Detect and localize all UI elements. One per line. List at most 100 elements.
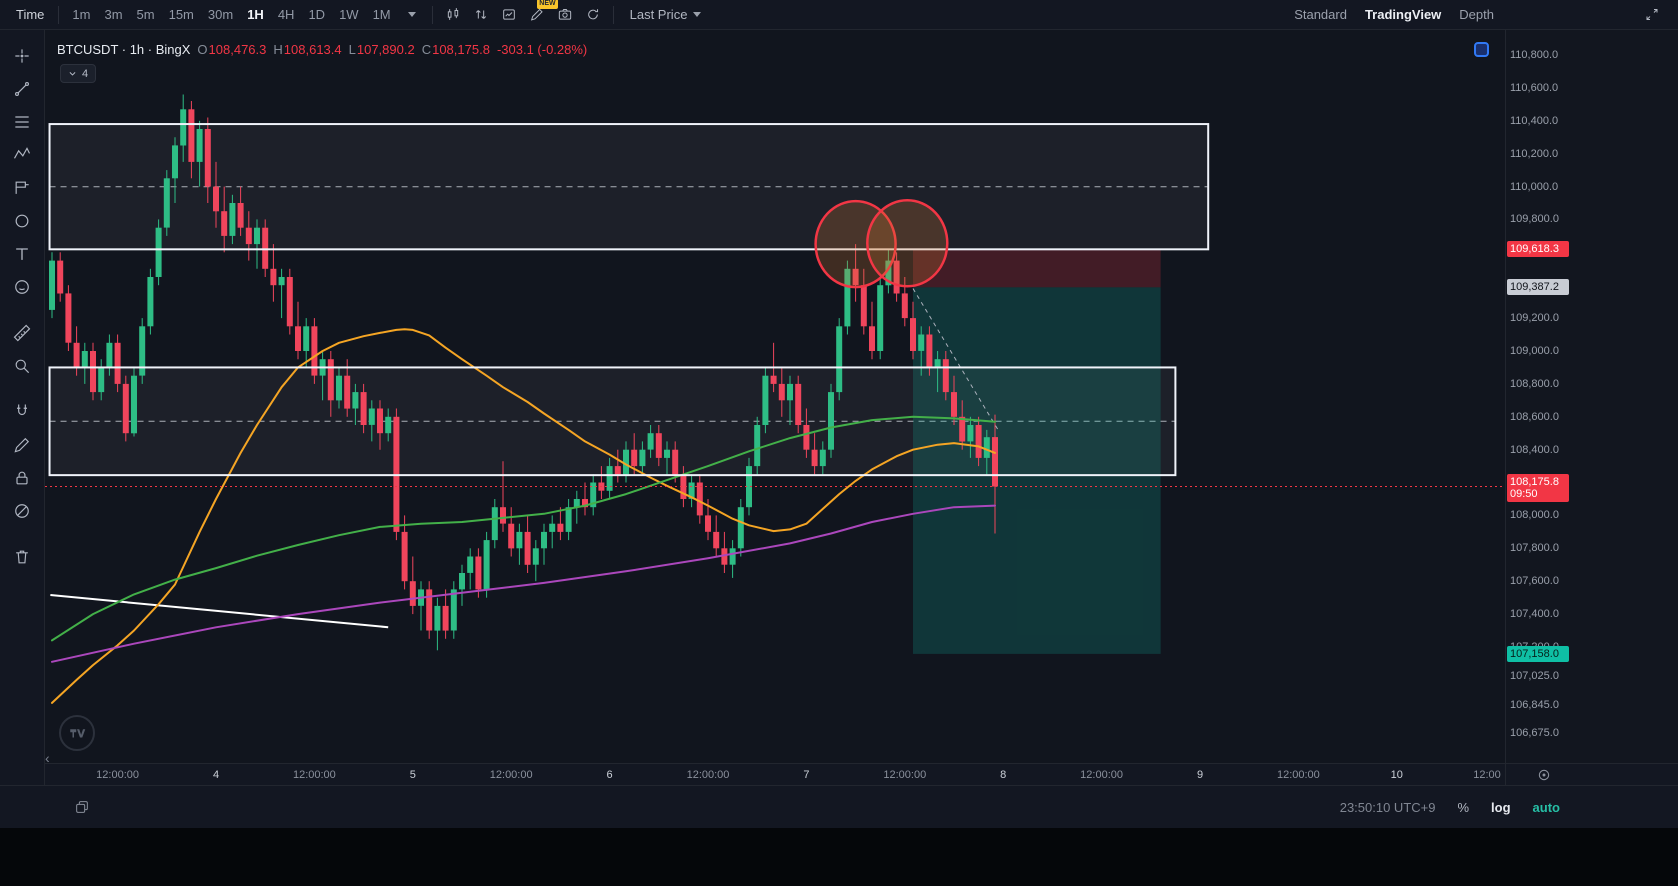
ohlc-H: H108,613.4 — [273, 42, 342, 57]
price-change: -303.1 (-0.28%) — [496, 42, 588, 57]
y-axis-label: 110,400.0 — [1510, 114, 1559, 127]
supply-zone-border[interactable] — [48, 123, 1210, 251]
y-axis-label: 107,600.0 — [1510, 575, 1559, 588]
topbar-right-group: Standard TradingView Depth — [1294, 2, 1670, 28]
percent-scale-button[interactable]: % — [1457, 799, 1470, 815]
x-axis-label: 12:00 — [1473, 769, 1501, 781]
tool-fib-retracement[interactable] — [6, 105, 38, 138]
timeframe-3m[interactable]: 3m — [97, 4, 129, 25]
y-axis-label: 107,025.0 — [1510, 669, 1559, 682]
chart-pane[interactable]: BTCUSDT · 1h · BingX O108,476.3 H108,613.… — [45, 30, 1505, 763]
tool-crosshair[interactable] — [6, 39, 38, 72]
highlight-circle[interactable] — [866, 199, 949, 288]
timeframe-30m[interactable]: 30m — [201, 4, 240, 25]
short-position-tool[interactable] — [913, 249, 1161, 654]
depth-mode-button[interactable]: Depth — [1459, 7, 1494, 22]
divider — [58, 5, 60, 24]
highlight-circle[interactable] — [814, 199, 897, 289]
drawing-toolbar — [0, 30, 45, 785]
magnifier-icon — [15, 359, 30, 373]
refresh-icon — [587, 9, 598, 20]
entry-price-tag[interactable]: 109,387.2 — [1507, 279, 1569, 296]
trend-line[interactable] — [50, 594, 389, 629]
drawings-count-pill[interactable]: 4 — [60, 64, 97, 83]
time-menu[interactable]: Time — [16, 7, 45, 22]
toolbar-collapse-arrow[interactable]: ‹ — [45, 750, 50, 763]
timeframe-4H[interactable]: 4H — [271, 4, 302, 25]
symbol-title[interactable]: BTCUSDT · 1h · BingX — [57, 42, 191, 57]
x-axis-label: 9 — [1196, 769, 1204, 781]
tool-shapes[interactable] — [6, 204, 38, 237]
fullscreen-button[interactable] — [1638, 2, 1666, 28]
timeframe-1H[interactable]: 1H — [240, 4, 271, 25]
top-toolbar: Time 1m 3m 5m 15m 30m 1H 4H 1D 1W 1M NEW Last Pri… — [0, 0, 1678, 30]
timeframe-1W[interactable]: 1W — [332, 4, 366, 25]
demand-zone-border[interactable] — [48, 366, 1177, 477]
symbol-legend[interactable]: BTCUSDT · 1h · BingX O108,476.3 H108,613.… — [57, 42, 587, 57]
dashed-guide-line[interactable] — [912, 288, 1000, 432]
price-chart-canvas[interactable] — [45, 30, 1505, 763]
tool-pattern[interactable] — [6, 138, 38, 171]
tool-measure[interactable] — [6, 316, 38, 349]
y-axis-label: 110,000.0 — [1510, 180, 1559, 193]
target-icon — [1538, 769, 1550, 781]
tool-remove-drawings[interactable] — [6, 540, 38, 573]
chevron-down-icon — [407, 12, 416, 17]
layout-indicator-chip[interactable] — [1474, 42, 1489, 57]
tradingview-mode-button[interactable]: TradingView — [1364, 7, 1442, 22]
last-price-tag[interactable]: 108,175.8 09:50 — [1507, 473, 1569, 502]
supply-zone[interactable] — [49, 124, 1209, 250]
timeframe-5m[interactable]: 5m — [130, 4, 162, 25]
standard-mode-button[interactable]: Standard — [1294, 7, 1347, 22]
timeframe-1M[interactable]: 1M — [366, 4, 398, 25]
timeframe-1D[interactable]: 1D — [301, 4, 332, 25]
drawings-count: 4 — [82, 67, 89, 80]
lock-icon — [16, 471, 28, 484]
tool-edit[interactable] — [6, 428, 38, 461]
ma-purple — [51, 504, 996, 663]
tool-forecast[interactable] — [6, 171, 38, 204]
indicator-template-button[interactable] — [495, 2, 523, 28]
tool-lock[interactable] — [6, 461, 38, 494]
layers-button[interactable] — [68, 794, 96, 820]
chart-style-button[interactable] — [439, 2, 467, 28]
candlestick-icon — [447, 8, 458, 20]
bid-ask-lines-button[interactable] — [467, 2, 495, 28]
x-axis-label: 10 — [1390, 769, 1403, 781]
y-axis-label: 108,600.0 — [1510, 410, 1559, 423]
timeframe-15m[interactable]: 15m — [162, 4, 201, 25]
tool-hide-drawings[interactable] — [6, 494, 38, 527]
circle-shape-icon — [15, 214, 29, 227]
auto-scale-button[interactable]: auto — [1532, 799, 1560, 815]
ma-yellow — [51, 328, 996, 704]
axis-corner — [1505, 763, 1678, 785]
go-to-realtime-button[interactable] — [1530, 766, 1558, 787]
tool-text[interactable] — [6, 237, 38, 270]
candles — [49, 94, 998, 651]
x-axis-label: 7 — [803, 769, 810, 781]
ma-green — [51, 415, 996, 642]
screenshot-button[interactable] — [551, 2, 579, 28]
x-axis-label: 12:00:00 — [1276, 769, 1320, 781]
tool-trend-line[interactable] — [6, 72, 38, 105]
new-badge: NEW — [537, 0, 558, 9]
y-axis-label: 106,845.0 — [1510, 699, 1559, 712]
drawing-brush-button[interactable]: NEW — [523, 0, 558, 28]
expand-icon — [1646, 9, 1658, 20]
tool-emoji[interactable] — [6, 270, 38, 303]
price-axis[interactable]: 110,800.0 110,600.0 110,400.0 110,200.0 110,… — [1505, 30, 1678, 763]
timeframe-dropdown-button[interactable] — [398, 2, 426, 28]
x-axis-label: 12:00:00 — [686, 769, 730, 781]
time-axis[interactable]: 12:00:00 4 12:00:00 5 12:00:00 6 12:00:00 7 12:0… — [45, 763, 1505, 785]
status-bar: 23:50:10 UTC+9 % log auto — [0, 785, 1678, 828]
arrows-up-down-icon — [475, 10, 486, 19]
clock[interactable]: 23:50:10 UTC+9 — [1339, 799, 1436, 815]
timeframe-1m[interactable]: 1m — [65, 4, 97, 25]
take-profit-price-tag[interactable]: 107,158.0 — [1507, 645, 1569, 662]
tool-magnet[interactable] — [6, 395, 38, 428]
last-price-dropdown[interactable]: Last Price — [620, 7, 712, 22]
log-scale-button[interactable]: log — [1491, 799, 1511, 815]
tool-zoom[interactable] — [6, 349, 38, 382]
reload-button[interactable] — [579, 2, 607, 28]
stop-loss-price-tag[interactable]: 109,618.3 — [1507, 241, 1569, 258]
